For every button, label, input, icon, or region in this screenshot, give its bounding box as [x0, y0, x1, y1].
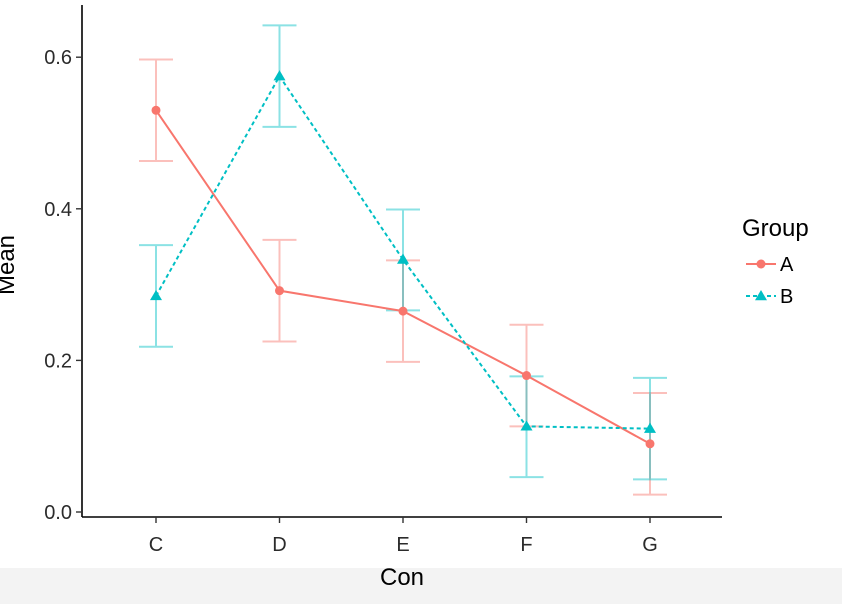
data-point-b — [520, 420, 533, 431]
data-point-b — [273, 70, 286, 81]
data-point-b — [397, 253, 409, 264]
series-line-b — [155, 74, 651, 430]
data-point-a — [645, 439, 655, 449]
y-tick-label: 0.0 — [44, 502, 72, 524]
y-axis-ticks: 0.0 0.2 0.4 0.6 — [44, 47, 82, 524]
legend: Group AB — [742, 215, 809, 308]
data-point-a — [398, 306, 408, 316]
x-tick-label: G — [642, 534, 658, 556]
legend-key-a — [746, 259, 776, 269]
legend-title: Group — [742, 215, 809, 242]
x-tick-label: D — [272, 534, 286, 556]
x-tick-label: F — [520, 534, 532, 556]
x-tick-label: C — [149, 534, 163, 556]
legend-key-b — [746, 290, 776, 301]
data-point-b — [644, 422, 656, 433]
y-tick-label: 0.4 — [44, 199, 72, 221]
x-axis-ticks: C D E F G — [149, 517, 658, 556]
bottom-band — [0, 568, 842, 604]
series-layer — [139, 24, 667, 496]
y-tick-label: 0.6 — [44, 47, 72, 69]
legend-key-marker — [756, 259, 766, 269]
data-point-b — [150, 289, 162, 301]
legend-label-b: B — [780, 286, 793, 308]
y-tick-label: 0.2 — [44, 350, 72, 372]
data-point-a — [275, 286, 284, 296]
x-axis-title: Con — [380, 564, 424, 591]
legend-label-a: A — [780, 254, 794, 276]
y-axis-title: Mean — [0, 235, 20, 295]
data-point-a — [151, 105, 161, 115]
legend-key-marker — [755, 290, 767, 301]
data-point-a — [522, 371, 531, 381]
error-bars-b — [139, 24, 667, 481]
x-tick-label: E — [396, 534, 409, 556]
